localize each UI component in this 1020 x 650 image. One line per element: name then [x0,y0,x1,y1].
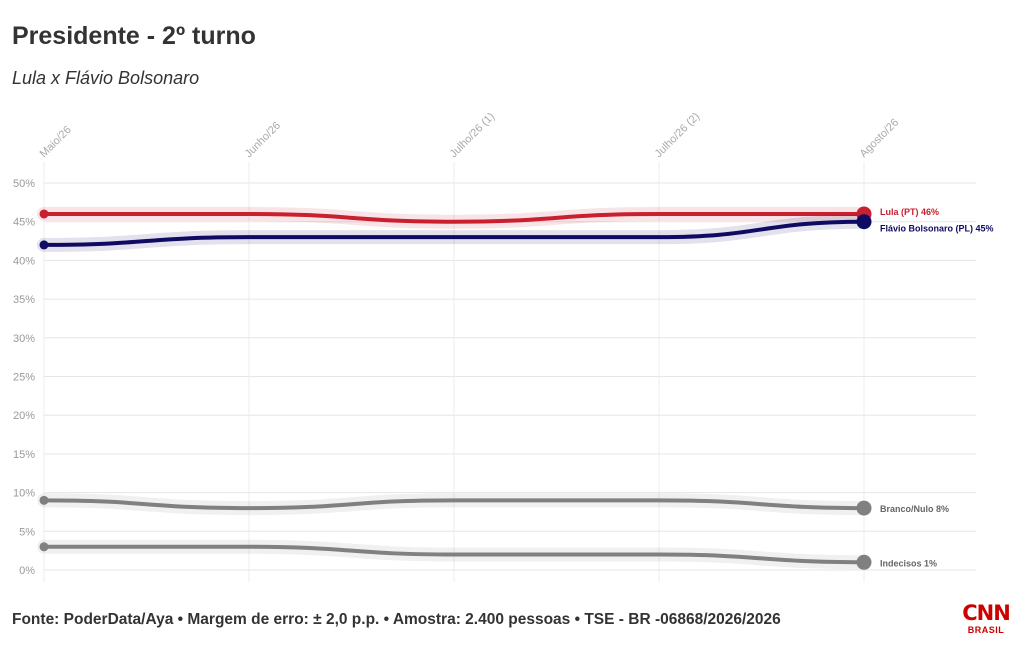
series-start-point [39,209,49,219]
y-tick-label: 0% [19,565,35,577]
series-end-point [856,214,872,230]
cnn-brasil-logo: CNN BRASIL [960,602,1012,638]
y-axis-ticks: 0% 5% 10% 15% 20% 25% 30% 35% 40% 45% 50% [13,178,35,577]
y-tick-label: 10% [13,488,35,500]
chart-subtitle: Lula x Flávio Bolsonaro [12,68,200,88]
series-line [42,211,866,224]
y-tick-label: 50% [13,178,35,190]
x-axis-ticks: Maio/26 Junho/26 Julho/26 (1) Julho/26 (2) A… [38,111,902,161]
series-end-point [856,554,872,570]
x-tick-label: Maio/26 [38,124,74,160]
y-tick-label: 25% [13,372,35,384]
series-start-point [39,542,49,552]
logo-brasil-text: BRASIL [967,625,1005,635]
logo-cnn-text: CNN [962,601,1011,625]
y-tick-label: 20% [13,410,35,422]
series-end-label: Branco/Nulo 8% [880,504,949,514]
series-start-point [39,240,49,250]
source-footnote: Fonte: PoderData/Aya • Margem de erro: ±… [12,611,781,628]
x-tick-label: Julho/26 (2) [653,111,703,161]
y-tick-label: 5% [19,526,35,538]
x-tick-label: Julho/26 (1) [448,111,498,161]
x-tick-label: Junho/26 [243,120,283,160]
y-tick-label: 35% [13,294,35,306]
y-tick-label: 40% [13,255,35,267]
series-line [42,219,866,247]
series-end-label: Flávio Bolsonaro (PL) 45% [880,224,994,234]
series-end-label: Lula (PT) 46% [880,207,939,217]
series-end-point [856,500,872,516]
series-labels: Lula (PT) 46% Flávio Bolsonaro (PL) 45% Br… [880,207,994,568]
series [37,206,872,570]
y-tick-label: 45% [13,217,35,229]
grid [44,182,976,571]
series-line [42,544,866,565]
chart-title: Presidente - 2º turno [12,22,256,50]
y-tick-label: 30% [13,333,35,345]
y-tick-label: 15% [13,449,35,461]
x-tick-label: Agosto/26 [858,117,902,161]
series-end-label: Indecisos 1% [880,558,937,568]
series-start-point [39,495,49,505]
series-line [42,498,866,511]
